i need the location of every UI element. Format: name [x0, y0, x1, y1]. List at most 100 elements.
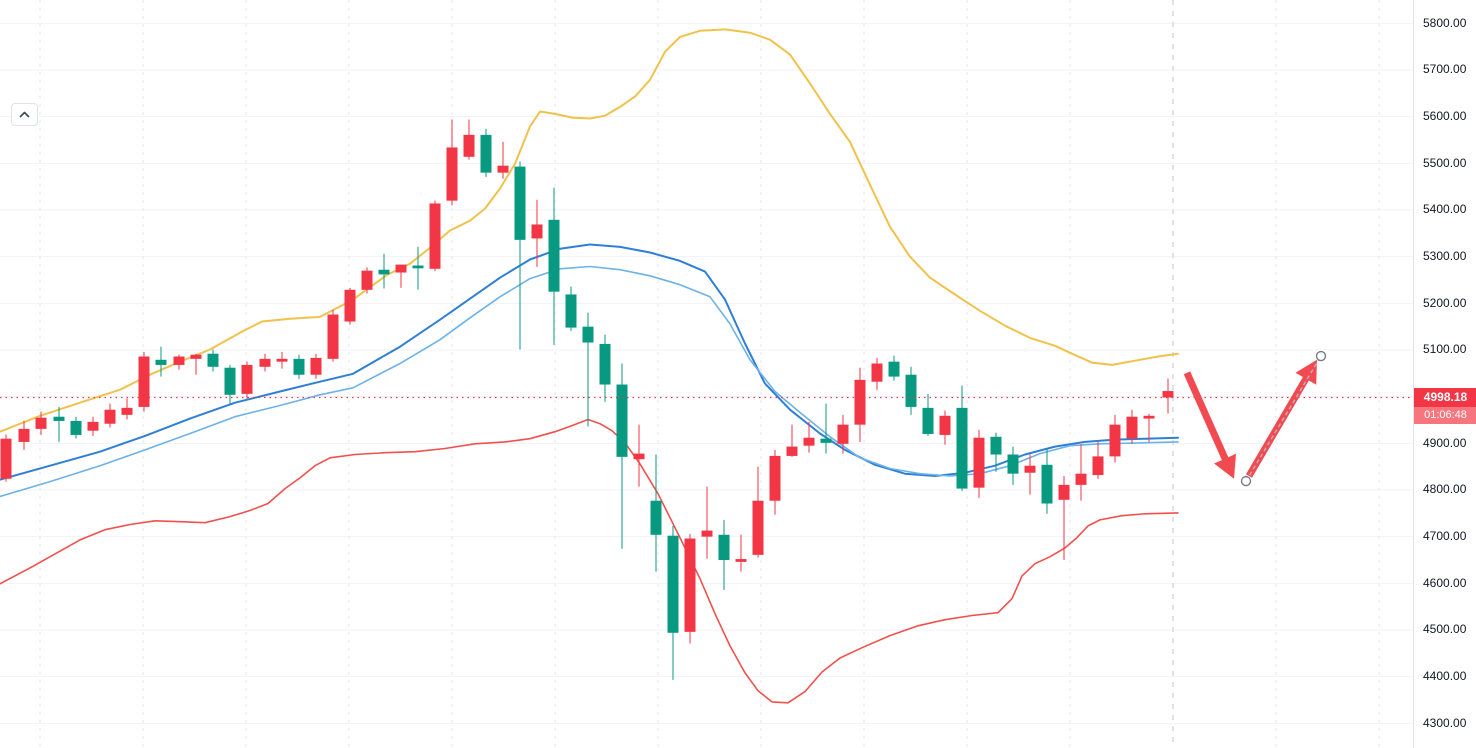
price-tick-label: 5700.00 — [1423, 62, 1467, 77]
candle — [241, 361, 253, 399]
candle — [155, 346, 167, 377]
candle-body — [820, 438, 832, 443]
price-tick-label: 4800.00 — [1423, 482, 1467, 497]
candle-body — [684, 538, 696, 632]
price-tick-label: 4300.00 — [1423, 715, 1467, 730]
candle — [1162, 378, 1174, 414]
candle-body — [735, 559, 747, 562]
candle-body — [1109, 424, 1121, 457]
candle — [1092, 441, 1104, 479]
candle-body — [361, 270, 373, 290]
candle — [701, 486, 713, 559]
candle — [121, 398, 133, 420]
candle — [480, 128, 492, 177]
candle-body — [497, 165, 509, 173]
candle-body — [241, 364, 253, 394]
candle-body — [276, 358, 288, 362]
candle-body — [70, 420, 82, 435]
candle — [565, 286, 577, 331]
bar-countdown: 01:06:48 — [1414, 407, 1476, 424]
candle — [769, 449, 781, 515]
candle — [1143, 413, 1155, 442]
price-tick-label: 5300.00 — [1423, 249, 1467, 264]
candle — [1007, 446, 1019, 485]
candle-body — [548, 219, 560, 292]
candle — [973, 429, 985, 498]
candle-body — [973, 437, 985, 488]
candle — [1075, 444, 1087, 501]
candle — [803, 421, 815, 453]
candle-body — [1126, 416, 1138, 439]
candle-body — [35, 417, 47, 429]
last-price-value: 4998.18 — [1414, 388, 1476, 407]
candle-body — [956, 407, 968, 489]
candle — [429, 200, 441, 272]
price-tick-label: 4900.00 — [1423, 435, 1467, 450]
candle — [412, 246, 424, 290]
down-arrow-drawing[interactable] — [1183, 371, 1236, 479]
candle-body — [310, 357, 322, 375]
candle-body — [514, 166, 526, 240]
candle-body — [207, 353, 219, 367]
ma-slow-line — [0, 265, 1179, 498]
candle-body — [531, 224, 543, 239]
candle — [684, 533, 696, 644]
expand-toolbar-button[interactable] — [11, 103, 38, 126]
candle-body — [650, 500, 662, 535]
candle-body — [1075, 473, 1087, 485]
candle-body — [990, 436, 1002, 455]
price-tick-label: 5400.00 — [1423, 202, 1467, 217]
up-arrow-drawing[interactable] — [1240, 350, 1327, 487]
candle — [854, 367, 866, 442]
upper-band-line — [0, 28, 1179, 433]
candle — [70, 416, 82, 439]
candle — [871, 357, 883, 391]
candle — [327, 309, 339, 362]
candle-body — [395, 264, 407, 273]
down-arrow-drawing-shape[interactable] — [1183, 371, 1236, 479]
candle — [446, 119, 458, 206]
selection-line — [1245, 355, 1322, 482]
candle-body — [1058, 484, 1070, 500]
candle — [616, 363, 628, 549]
candle — [190, 353, 202, 375]
candle — [276, 351, 288, 369]
candle-body — [633, 453, 645, 460]
candle — [138, 351, 150, 412]
candle — [497, 141, 509, 179]
candle — [735, 534, 747, 572]
candle-body — [1041, 464, 1053, 504]
candle-body — [190, 354, 202, 359]
candle — [514, 161, 526, 350]
candle — [224, 364, 236, 405]
candle-body — [293, 358, 305, 375]
price-axis[interactable]: 4998.18 01:06:48 4300.00 4400.00 4500.00 46… — [1413, 0, 1476, 748]
candle — [531, 199, 543, 267]
price-tick-label: 5800.00 — [1423, 15, 1467, 30]
drawing-handle[interactable] — [1315, 350, 1327, 362]
candle — [53, 406, 65, 442]
candle — [293, 354, 305, 379]
candle — [18, 420, 30, 450]
chevron-up-icon — [18, 110, 31, 119]
candle — [922, 393, 934, 436]
candle-body — [1092, 456, 1104, 476]
candle-body — [939, 415, 951, 435]
price-tick-label: 5600.00 — [1423, 109, 1467, 124]
candle-body — [565, 294, 577, 328]
candle — [548, 187, 560, 345]
candle-body — [155, 359, 167, 365]
candle — [207, 349, 219, 372]
up-arrow-drawing-shape[interactable] — [1246, 359, 1317, 478]
candle-body — [701, 530, 713, 537]
drawing-handle[interactable] — [1240, 475, 1252, 487]
candle-body — [582, 326, 594, 343]
candle-body — [87, 421, 99, 431]
candle-body — [769, 455, 781, 501]
price-tick-label: 5200.00 — [1423, 295, 1467, 310]
candle — [0, 434, 12, 482]
candle — [888, 355, 900, 381]
candle — [650, 454, 662, 572]
chart-canvas[interactable] — [0, 0, 1413, 748]
ma-fast-line — [0, 243, 1179, 481]
